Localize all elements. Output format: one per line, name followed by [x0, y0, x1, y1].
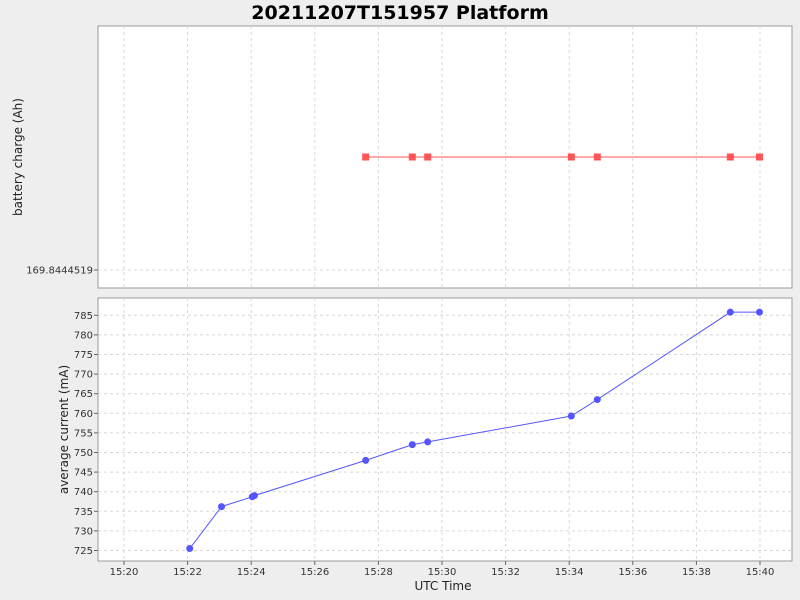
- data-point: [593, 153, 601, 161]
- x-tick-label: 15:32: [491, 567, 520, 578]
- data-point: [755, 308, 763, 316]
- data-point: [218, 503, 226, 511]
- y-tick-label: 735: [74, 507, 93, 518]
- data-point: [186, 545, 194, 553]
- data-point: [424, 438, 432, 446]
- data-point: [362, 153, 370, 161]
- y-tick-label: 725: [74, 546, 93, 557]
- chart-title: 20211207T151957 Platform: [251, 2, 549, 24]
- y-tick-label: 745: [74, 468, 93, 479]
- data-point: [408, 441, 416, 449]
- x-tick-label: 15:24: [237, 567, 266, 578]
- y-tick-label: 760: [74, 409, 93, 420]
- x-tick-label: 15:38: [682, 567, 711, 578]
- x-tick-label: 15:40: [746, 567, 775, 578]
- y-tick-label: 780: [74, 330, 93, 341]
- plot-background: [97, 297, 793, 562]
- x-tick-label: 15:26: [300, 567, 329, 578]
- x-tick-label: 15:28: [364, 567, 393, 578]
- y-tick-label: 775: [74, 350, 93, 361]
- data-point: [424, 153, 432, 161]
- x-tick-label: 15:30: [428, 567, 457, 578]
- y-tick-label: 169.8444519: [26, 266, 93, 277]
- x-axis-label: UTC Time: [415, 579, 472, 593]
- data-point: [726, 153, 734, 161]
- data-point: [408, 153, 416, 161]
- y-tick-label: 730: [74, 526, 93, 537]
- x-tick-label: 15:20: [110, 567, 139, 578]
- y-axis-label: battery charge (Ah): [11, 98, 25, 216]
- data-point: [726, 308, 734, 316]
- data-point: [567, 412, 575, 420]
- data-point: [362, 456, 370, 464]
- y-tick-label: 770: [74, 370, 93, 381]
- x-tick-label: 15:34: [555, 567, 584, 578]
- y-axis-label: average current (mA): [57, 365, 71, 494]
- battery-charge-plot: 169.8444519 battery charge (Ah): [11, 25, 793, 289]
- y-tick-label: 740: [74, 487, 93, 498]
- data-point: [567, 153, 575, 161]
- y-tick-label: 785: [74, 311, 93, 322]
- x-tick-label: 15:22: [173, 567, 202, 578]
- x-tick-label: 15:36: [618, 567, 647, 578]
- data-point: [755, 153, 763, 161]
- data-point: [593, 396, 601, 404]
- y-tick-label: 750: [74, 448, 93, 459]
- average-current-plot: 725 730 735 740 745 750 755 760 765 770 775 780 785 a…: [57, 297, 793, 562]
- y-tick-label: 755: [74, 428, 93, 439]
- y-tick-label: 765: [74, 389, 93, 400]
- x-axis: 15:20 15:22 15:24 15:26 15:28 15:30 15:32 15:34…: [110, 561, 775, 578]
- data-point: [250, 492, 258, 500]
